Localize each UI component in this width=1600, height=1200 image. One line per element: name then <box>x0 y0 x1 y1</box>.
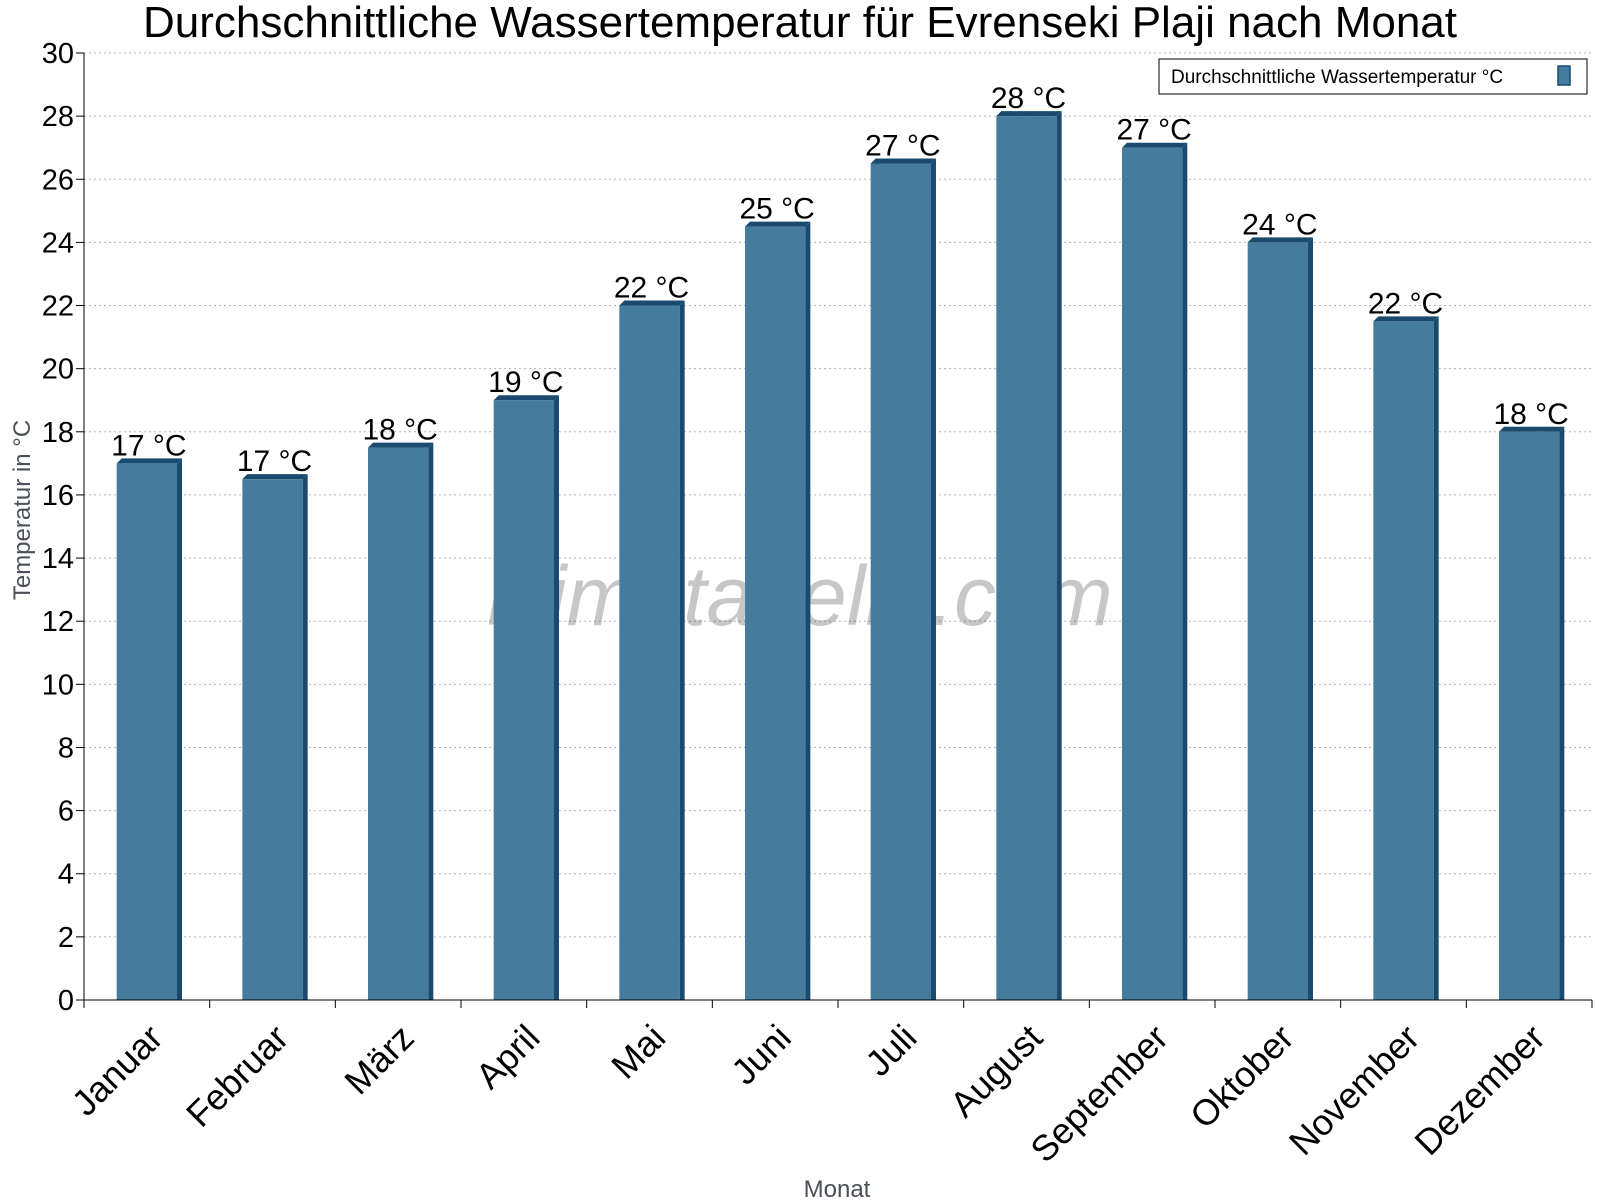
data-label: 27 °C <box>1116 114 1191 147</box>
x-tick-label: November <box>1281 1017 1427 1163</box>
bar-top <box>242 474 308 480</box>
x-tick-label: Februar <box>178 1017 296 1135</box>
bar-side <box>1056 111 1062 1001</box>
bar-group <box>1373 316 1439 1001</box>
bar <box>1247 242 1308 1000</box>
x-tick-label: August <box>942 1017 1050 1125</box>
y-tick-label: 6 <box>58 796 74 828</box>
bar <box>1499 431 1560 1000</box>
bar-group <box>242 474 308 1000</box>
bar-top <box>493 395 559 401</box>
bar <box>619 305 680 1000</box>
data-label: 18 °C <box>362 414 437 447</box>
legend: Durchschnittliche Wassertemperatur °C <box>1158 58 1588 95</box>
bar <box>116 463 177 1000</box>
y-tick-label: 0 <box>58 985 74 1017</box>
data-label: 18 °C <box>1493 398 1568 431</box>
data-label: 28 °C <box>991 82 1066 115</box>
x-tick-label: Mai <box>603 1017 673 1087</box>
x-tick-label: September <box>1022 1017 1176 1171</box>
bar-top <box>996 111 1062 117</box>
y-tick-label: 26 <box>42 164 74 196</box>
bar <box>996 116 1057 1001</box>
x-tick-label: Oktober <box>1182 1017 1302 1137</box>
x-tick-label: Juli <box>857 1017 924 1084</box>
y-tick-label: 10 <box>42 669 74 701</box>
bar-side <box>553 395 559 1000</box>
bar-group <box>996 111 1062 1001</box>
bar-side <box>1307 237 1313 1000</box>
bar-side <box>805 221 811 1000</box>
bar-top <box>619 300 685 306</box>
bar-group <box>870 158 936 1000</box>
bar-top <box>1499 426 1565 432</box>
bar-group <box>368 442 434 1000</box>
bar-top <box>368 442 434 448</box>
bar-top <box>870 158 936 164</box>
bar <box>493 400 554 1000</box>
bar-top <box>745 221 811 227</box>
y-tick-label: 2 <box>58 922 74 954</box>
data-label: 17 °C <box>237 445 312 478</box>
y-tick-label: 30 <box>42 38 74 70</box>
data-label: 22 °C <box>1368 287 1443 320</box>
data-label: 24 °C <box>1242 208 1317 241</box>
bar-side <box>302 474 308 1000</box>
bar-side <box>930 158 936 1000</box>
x-tick-label: April <box>468 1017 548 1097</box>
x-tick-label: Dezember <box>1406 1017 1552 1163</box>
bar-side <box>679 300 685 1000</box>
bar <box>242 479 303 1000</box>
y-axis-label: Temperatur in °C <box>9 420 36 600</box>
chart-title: Durchschnittliche Wassertemperatur für E… <box>143 0 1457 47</box>
bar-side <box>1559 426 1565 1000</box>
grid-lines <box>84 52 1592 938</box>
data-label: 17 °C <box>111 429 186 462</box>
data-label: 27 °C <box>865 129 940 162</box>
bar-group <box>1499 426 1565 1000</box>
bar-side <box>176 458 182 1000</box>
bar-group <box>745 221 811 1000</box>
legend-swatch <box>1557 65 1571 86</box>
bar-top <box>1247 237 1313 243</box>
x-axis-label: Monat <box>804 1176 871 1200</box>
legend-box <box>1158 58 1588 95</box>
bar <box>1373 321 1434 1001</box>
x-tick-label: Januar <box>64 1017 171 1124</box>
bar <box>745 226 806 1000</box>
bars: 17 °C 17 °C 18 °C 19 °C 22 °C 25 °C 27 °C 28 °C… <box>111 82 1569 1001</box>
bar-group <box>619 300 685 1000</box>
y-tick-label: 14 <box>42 543 74 575</box>
bar <box>870 163 931 1000</box>
y-tick-label: 8 <box>58 732 74 764</box>
bar-group <box>493 395 559 1000</box>
x-tick-label: März <box>336 1017 422 1103</box>
y-tick-label: 16 <box>42 480 74 512</box>
bar-group <box>1122 142 1188 1000</box>
bar <box>368 447 429 1000</box>
legend-label: Durchschnittliche Wassertemperatur °C <box>1171 67 1503 88</box>
y-tick-label: 22 <box>42 291 74 323</box>
bar-group <box>1247 237 1313 1000</box>
bar-top <box>1122 142 1188 148</box>
bar-side <box>1433 316 1439 1001</box>
y-tick-label: 28 <box>42 101 74 133</box>
bar-side <box>428 442 434 1000</box>
y-tick-label: 4 <box>58 859 74 891</box>
y-tick-label: 24 <box>42 227 74 259</box>
data-label: 19 °C <box>488 366 563 399</box>
y-tick-label: 12 <box>42 606 74 638</box>
x-tick-label: Juni <box>723 1017 799 1093</box>
y-tick-label: 18 <box>42 417 74 449</box>
bar-group <box>116 458 182 1000</box>
bar <box>1122 147 1183 1000</box>
data-label: 22 °C <box>614 272 689 305</box>
bar-top <box>116 458 182 464</box>
bar-side <box>1182 142 1188 1000</box>
y-tick-label: 20 <box>42 354 74 386</box>
data-label: 25 °C <box>739 193 814 226</box>
bar-top <box>1373 316 1439 322</box>
